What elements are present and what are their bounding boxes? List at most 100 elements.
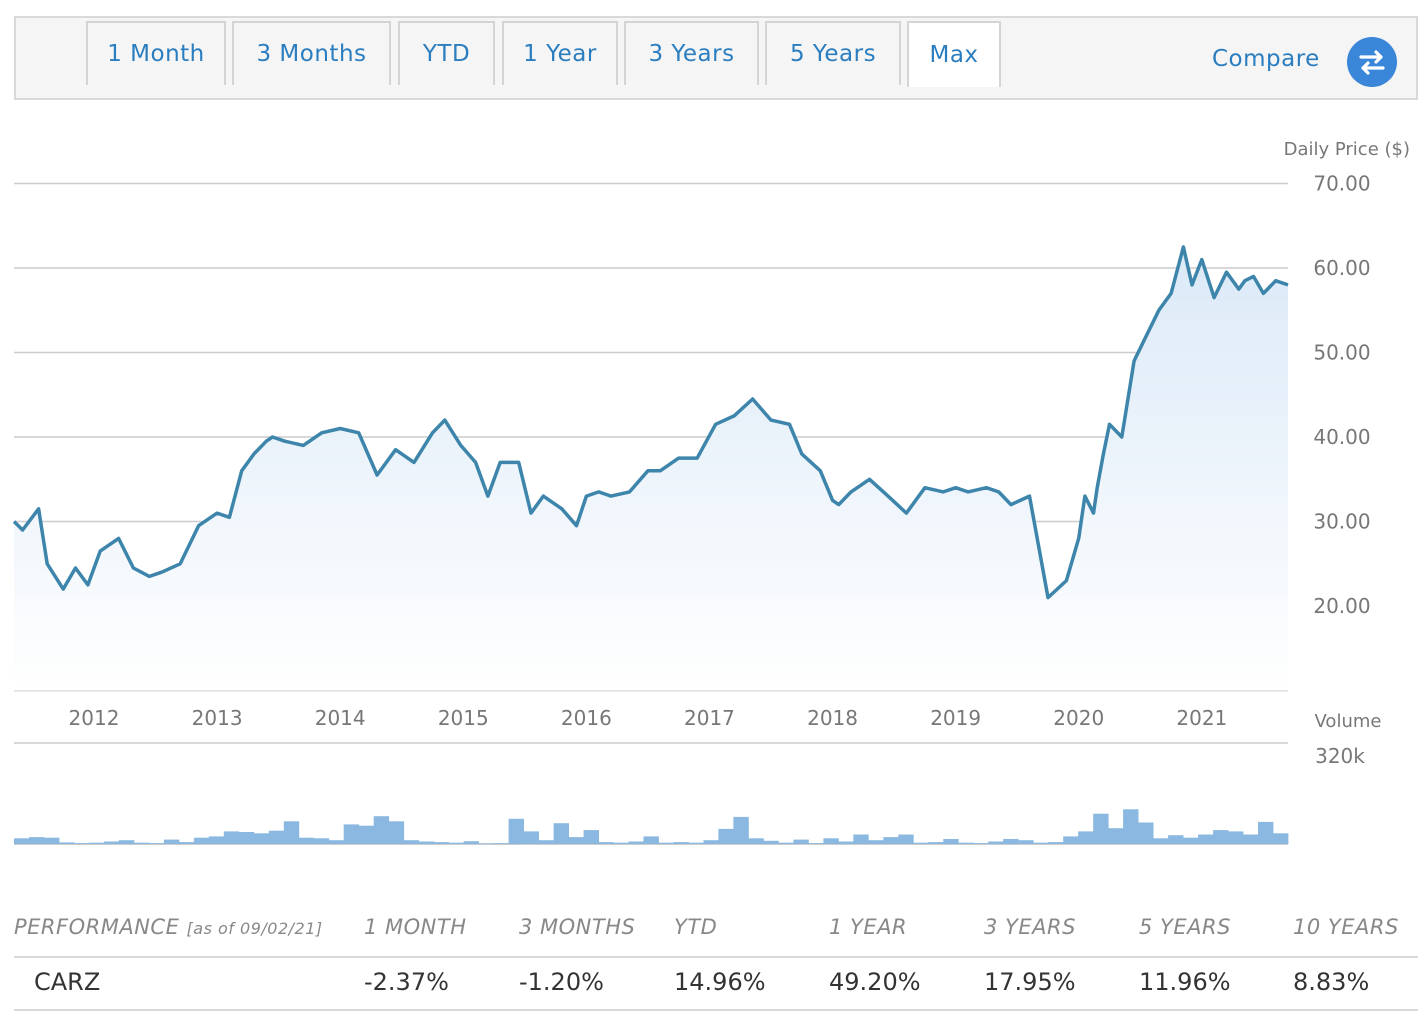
volume-bar — [958, 842, 974, 844]
y-tick-label: 50.00 — [1313, 341, 1370, 365]
x-tick-label: 2021 — [1176, 706, 1227, 730]
volume-bar — [508, 818, 524, 845]
volume-bar — [628, 841, 644, 844]
volume-bar — [928, 842, 944, 844]
volume-bar — [553, 823, 569, 844]
perf-value: -2.37% — [364, 968, 449, 996]
performance-divider — [14, 956, 1418, 958]
x-tick-label: 2018 — [807, 706, 858, 730]
volume-bar — [913, 842, 929, 844]
volume-bar — [103, 841, 120, 844]
tab-3-years[interactable]: 3 Years — [624, 21, 759, 85]
volume-bar — [988, 841, 1004, 844]
volume-bar — [943, 839, 959, 845]
x-tick-label: 2012 — [69, 706, 120, 730]
volume-bar — [523, 831, 539, 844]
tab-3-months[interactable]: 3 Months — [232, 21, 391, 85]
volume-bar — [478, 843, 494, 844]
volume-bar — [148, 843, 165, 844]
volume-bar — [1138, 822, 1154, 844]
volume-bar — [973, 843, 989, 844]
volume-bar — [853, 834, 869, 844]
volume-bar — [838, 841, 854, 844]
volume-bar — [1198, 834, 1214, 844]
price-area-fill — [14, 246, 1288, 691]
volume-bar — [358, 825, 375, 844]
volume-bar — [1243, 834, 1259, 844]
volume-bar — [1048, 842, 1064, 844]
volume-bar — [74, 843, 90, 844]
perf-value: 17.95% — [984, 968, 1076, 996]
perf-value: 11.96% — [1139, 968, 1231, 996]
volume-bar — [1063, 836, 1079, 844]
volume-bar — [178, 842, 195, 844]
perf-col-header: 3 YEARS — [984, 915, 1076, 939]
y-tick-label: 30.00 — [1313, 510, 1370, 534]
volume-bar — [193, 837, 210, 844]
tab-5-years[interactable]: 5 Years — [765, 21, 901, 85]
y-tick-label: 60.00 — [1313, 256, 1370, 280]
volume-bar — [1093, 813, 1109, 844]
volume-bar — [328, 840, 345, 844]
price-line — [12, 245, 1289, 600]
swap-arrows-icon[interactable] — [1347, 37, 1397, 87]
volume-bar — [298, 837, 315, 844]
tab-1-month[interactable]: 1 Month — [86, 21, 226, 85]
volume-bar — [29, 837, 45, 844]
compare-link[interactable]: Compare — [1212, 46, 1320, 72]
volume-bar — [1258, 821, 1274, 844]
perf-value: 8.83% — [1293, 968, 1370, 996]
perf-col-header: 3 MONTHS — [519, 915, 636, 939]
volume-tick-label: 320k — [1315, 744, 1365, 768]
y-tick-label: 40.00 — [1313, 425, 1370, 449]
volume-bar — [313, 838, 330, 844]
volume-bar — [418, 841, 435, 844]
perf-value: -1.20% — [519, 968, 604, 996]
x-tick-label: 2014 — [315, 706, 366, 730]
price-axis-label: Daily Price ($) — [1284, 139, 1410, 160]
volume-bar — [283, 821, 300, 844]
perf-col-header: 1 YEAR — [829, 915, 908, 939]
volume-bar — [1213, 830, 1229, 844]
performance-header: PERFORMANCE [as of 09/02/21] — [14, 915, 323, 939]
volume-axis-label: Volume — [1315, 711, 1382, 732]
perf-value: 49.20% — [829, 968, 921, 996]
volume-bar — [268, 830, 285, 844]
x-tick-label: 2013 — [192, 706, 243, 730]
volume-bar — [14, 838, 30, 844]
volume-bar — [718, 828, 734, 844]
tab-ytd[interactable]: YTD — [398, 21, 495, 85]
volume-bar — [1153, 838, 1169, 844]
volume-bar — [463, 841, 479, 844]
volume-bar — [1273, 833, 1289, 844]
volume-bar — [163, 839, 180, 844]
volume-bar — [778, 842, 794, 844]
x-tick-label: 2016 — [561, 706, 612, 730]
performance-divider — [14, 1009, 1418, 1011]
volume-bar — [1003, 839, 1019, 845]
price-volume-chart: 70.00 60.00 50.00 40.00 30.00 20.00 2012 2013 2… — [12, 139, 1410, 845]
volume-bar — [748, 838, 764, 844]
performance-label: PERFORMANCE — [14, 915, 180, 939]
performance-as-of: [as of 09/02/21] — [186, 919, 323, 938]
volume-bar — [133, 842, 150, 844]
volume-bar — [1183, 837, 1199, 844]
tab-max[interactable]: Max — [907, 21, 1001, 87]
x-tick-label: 2015 — [438, 706, 489, 730]
volume-bar — [1108, 828, 1124, 844]
x-tick-label: 2017 — [684, 706, 735, 730]
volume-bar — [613, 842, 629, 844]
tab-1-year[interactable]: 1 Year — [502, 21, 618, 85]
volume-bar — [733, 816, 749, 844]
volume-bar — [208, 836, 225, 844]
perf-col-header: YTD — [674, 915, 718, 939]
volume-bar — [223, 831, 240, 844]
volume-bar — [883, 837, 899, 844]
volume-bar — [793, 839, 809, 844]
volume-bar — [1228, 831, 1244, 844]
volume-bar — [538, 840, 554, 844]
perf-col-header: 5 YEARS — [1139, 915, 1231, 939]
volume-bar — [448, 842, 465, 844]
volume-bar — [118, 840, 135, 844]
y-tick-label: 70.00 — [1313, 172, 1370, 196]
